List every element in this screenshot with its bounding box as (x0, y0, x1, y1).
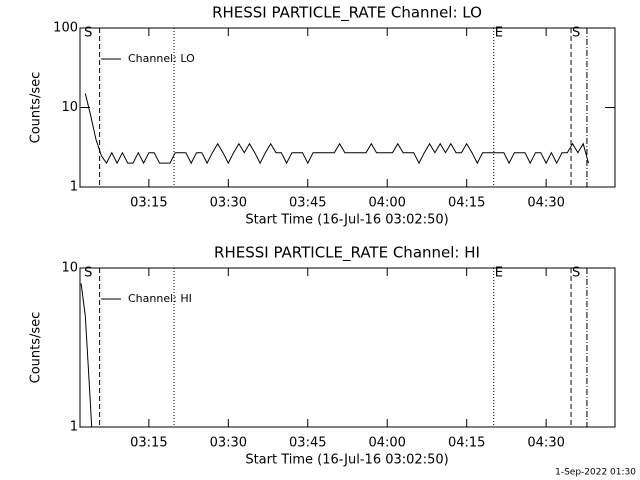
legend-label: Channel: HI (128, 292, 192, 305)
x-tick-label: 04:00 (368, 196, 405, 211)
x-tick-label: 03:30 (210, 436, 247, 451)
event-label: S (84, 266, 92, 281)
legend-label: Channel: LO (128, 52, 195, 65)
x-tick-label: 03:45 (289, 436, 326, 451)
data-line (80, 283, 93, 428)
y-tick-label: 1 (70, 420, 78, 435)
footer: 1-Sep-2022 01:30 (555, 468, 636, 478)
event-label: E (495, 266, 503, 281)
plot-frame (79, 267, 616, 428)
y-tick-label: 100 (53, 21, 78, 36)
x-tick-label: 03:30 (210, 196, 247, 211)
y-tick-label: 10 (61, 261, 78, 276)
event-label: S (572, 266, 580, 281)
y-tick-label: 1 (70, 180, 78, 195)
x-tick-label: 04:00 (368, 436, 405, 451)
x-tick-label: 03:15 (130, 196, 167, 211)
x-tick-label: 04:15 (448, 436, 485, 451)
x-tick-label: 04:30 (527, 196, 564, 211)
event-label: S (572, 26, 580, 41)
y-axis-label: Counts/sec (29, 312, 44, 384)
x-tick-label: 03:45 (289, 196, 326, 211)
data-line (84, 93, 589, 165)
x-tick-label: 04:15 (448, 196, 485, 211)
x-axis-label: Start Time (16-Jul-16 03:02:50) (245, 213, 448, 228)
chart-title: RHESSI PARTICLE_RATE Channel: LO (212, 4, 482, 23)
y-tick-label: 10 (61, 100, 78, 115)
y-axis-label: Counts/sec (29, 72, 44, 144)
chart-title: RHESSI PARTICLE_RATE Channel: HI (214, 244, 480, 263)
event-label: E (495, 26, 503, 41)
x-tick-label: 04:30 (527, 436, 564, 451)
x-axis-label: Start Time (16-Jul-16 03:02:50) (245, 453, 448, 468)
x-tick-label: 03:15 (130, 436, 167, 451)
event-label: S (84, 26, 92, 41)
